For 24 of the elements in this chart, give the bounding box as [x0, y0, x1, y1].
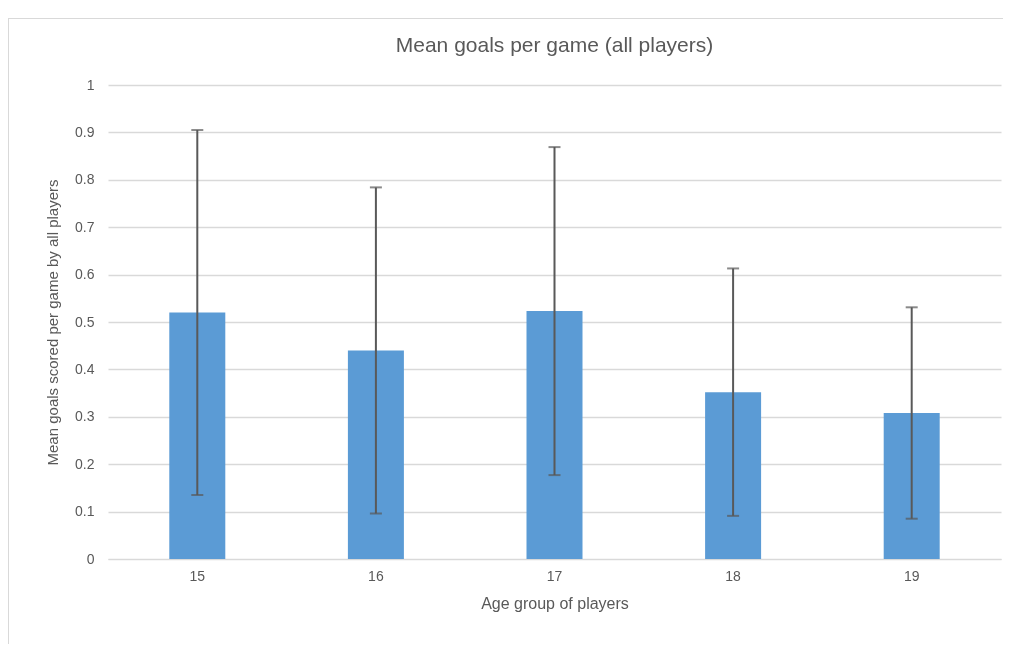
- bar: [526, 311, 583, 559]
- y-tick-label: 0.4: [75, 360, 95, 377]
- bar: [705, 392, 762, 559]
- y-tick-label: 1: [86, 76, 95, 93]
- x-tick-label: 17: [546, 567, 563, 584]
- x-tick-label: 16: [368, 567, 384, 584]
- x-tick-label: 15: [189, 567, 206, 584]
- bar: [347, 350, 404, 559]
- y-tick-label: 0.5: [75, 313, 95, 330]
- y-axis-title: Mean goals scored per game by all players: [44, 179, 62, 466]
- y-tick-label: 0.9: [75, 123, 95, 140]
- bar: [169, 312, 226, 559]
- y-tick-label: 0.6: [75, 266, 95, 283]
- y-tick-label: 0.1: [75, 503, 95, 520]
- y-tick-label: 0.7: [75, 218, 95, 235]
- y-tick-label: 0.8: [75, 171, 95, 188]
- x-tick-label: 18: [725, 567, 742, 584]
- bar: [883, 413, 940, 559]
- x-tick-label: 19: [903, 567, 920, 584]
- y-tick-label: 0.3: [75, 408, 95, 425]
- chart-title: Mean goals per game (all players): [395, 33, 714, 56]
- y-tick-label: 0.2: [75, 455, 95, 472]
- y-tick-label: 0: [86, 550, 95, 567]
- x-axis-title: Age group of players: [481, 594, 629, 612]
